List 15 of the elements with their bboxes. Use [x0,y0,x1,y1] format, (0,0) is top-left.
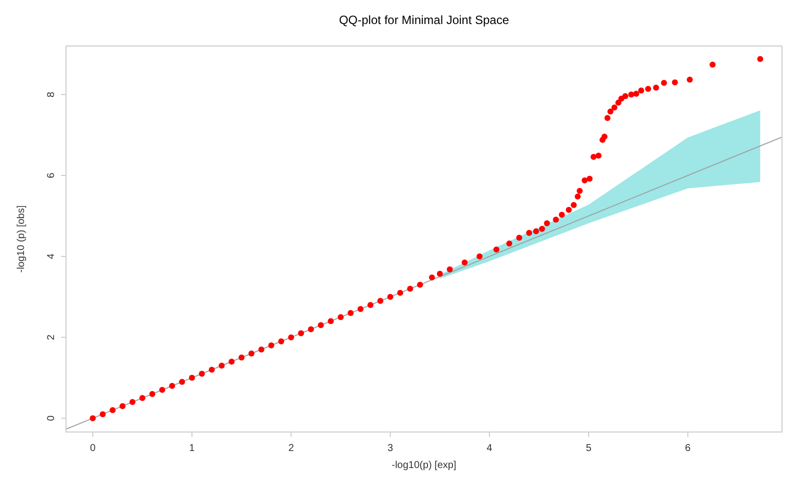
y-axis-title: -log10 (p) [obs] [16,205,27,273]
x-tick-label: 5 [586,443,592,454]
x-tick-label: 4 [486,443,493,454]
y-tick-label: 2 [46,334,57,340]
y-tick-label: 0 [46,415,57,422]
x-tick-label: 1 [189,443,196,454]
x-tick-label: 2 [288,443,294,454]
y-tick-label: 8 [46,91,57,98]
x-tick-label: 3 [388,443,394,454]
y-tick-label: 6 [46,172,57,178]
chart-title: QQ-plot for Minimal Joint Space [338,13,510,27]
x-axis-title: -log10(p) [exp] [392,460,456,471]
x-tick-label: 6 [685,443,692,454]
x-tick-label: 0 [90,443,96,454]
y-tick-label: 4 [46,253,57,260]
